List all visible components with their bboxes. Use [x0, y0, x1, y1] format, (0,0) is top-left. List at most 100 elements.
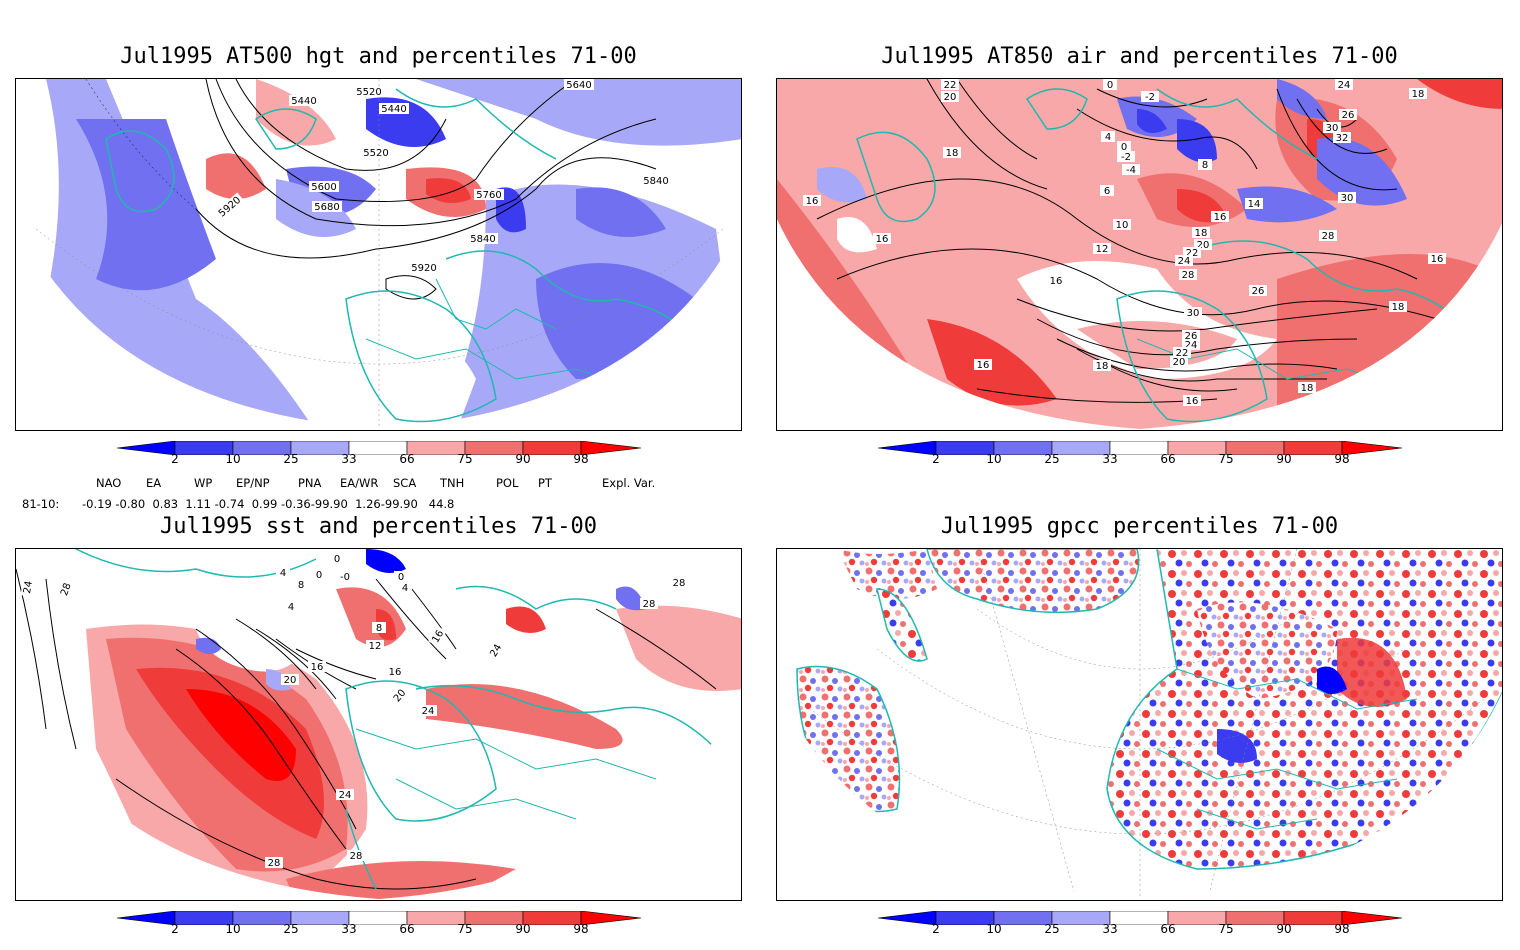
svg-text:0: 0 [334, 554, 340, 565]
contour-label: 18 [1409, 88, 1427, 100]
svg-text:30: 30 [1187, 308, 1200, 319]
contour-label: 5640 [564, 79, 594, 91]
contour-label: 18 [1192, 227, 1210, 239]
colorbar-segment [935, 910, 995, 926]
svg-text:0: 0 [1121, 142, 1127, 153]
svg-text:18: 18 [1392, 302, 1405, 313]
contour-label: 24 [336, 789, 354, 801]
colorbar-segment [993, 440, 1053, 456]
svg-text:22: 22 [944, 80, 957, 91]
contour-label: 5840 [468, 233, 498, 245]
index-header: WP [194, 476, 213, 490]
map-gpcc [776, 548, 1503, 901]
contour-label: 0 [1103, 79, 1117, 91]
svg-text:30: 30 [1326, 123, 1339, 134]
contour-label: 16 [386, 666, 404, 678]
svg-text:0: 0 [1107, 80, 1113, 91]
colorbar-label: 10 [225, 922, 241, 936]
index-header: TNH [440, 476, 465, 490]
colorbar-label: 33 [341, 922, 357, 936]
contour-label: 12 [1093, 243, 1111, 255]
contour-label: 5760 [474, 189, 504, 201]
contour-label: 18 [943, 147, 961, 159]
svg-text:5840: 5840 [643, 176, 668, 187]
contour-label: 16 [873, 233, 891, 245]
svg-text:4: 4 [280, 568, 286, 579]
colorbar-label: 2 [932, 922, 940, 936]
svg-text:24: 24 [1178, 256, 1191, 267]
index-header: PNA [298, 476, 322, 490]
colorbar-label: 33 [1102, 452, 1118, 466]
colorbar-scale [116, 910, 642, 926]
contour-label: 24 [1182, 339, 1200, 351]
panel-title-gpcc: Jul1995 gpcc percentiles 71-00 [940, 514, 1339, 539]
colorbar-segment [993, 910, 1053, 926]
svg-text:5640: 5640 [566, 80, 591, 91]
index-header: SCA [393, 476, 417, 490]
colorbar-label: 90 [515, 922, 531, 936]
panel-title-sst: Jul1995 sst and percentiles 71-00 [159, 514, 598, 539]
colorbar-segment [877, 440, 937, 456]
colorbar-label: 10 [986, 922, 1002, 936]
contour-label: 24 [20, 577, 35, 597]
contour-label: 28 [1319, 230, 1337, 242]
colorbar-label: 90 [515, 452, 531, 466]
colorbar-segment [116, 910, 176, 926]
svg-text:20: 20 [1173, 357, 1186, 368]
colorbar-segment [522, 910, 582, 926]
svg-text:30: 30 [1341, 193, 1354, 204]
index-values: -0.19 -0.80 0.83 1.11 -0.74 0.99 -0.36-9… [82, 497, 455, 511]
svg-text:16: 16 [876, 234, 889, 245]
contour-label: 4 [1101, 131, 1115, 143]
contour-label: -2 [1141, 91, 1159, 103]
contour-label: 0 [330, 553, 344, 565]
contour-label: 5680 [312, 201, 342, 213]
contour-label: 5920 [409, 262, 439, 274]
contour-label: 8 [294, 579, 308, 591]
contour-label: 28 [640, 598, 658, 610]
svg-text:14: 14 [1248, 199, 1261, 210]
svg-text:28: 28 [350, 851, 363, 862]
colorbar-segment [1167, 440, 1227, 456]
svg-text:16: 16 [977, 360, 990, 371]
contour-label: -4 [1122, 164, 1140, 176]
colorbar-segment [1283, 910, 1343, 926]
colorbar-segment [1341, 440, 1403, 456]
colorbar-label: 98 [573, 452, 589, 466]
colorbar-segment [406, 910, 466, 926]
svg-text:0: 0 [316, 570, 322, 581]
index-header: PT [538, 476, 552, 490]
svg-text:28: 28 [1322, 231, 1335, 242]
colorbar-label: 90 [1276, 922, 1292, 936]
map-sst: 24 28 0 4 0 -0 8 0 4 28 28 4 8 12 16 16 … [15, 548, 742, 901]
contour-label: 20 [941, 91, 959, 103]
svg-text:-2: -2 [1145, 92, 1155, 103]
colorbar-scale [877, 440, 1403, 456]
svg-text:5440: 5440 [381, 104, 406, 115]
colorbar-label: 66 [399, 922, 415, 936]
colorbar-bottom-right: 2 10 25 33 66 75 90 98 [877, 910, 1408, 950]
contour-label: 10 [1113, 219, 1131, 231]
colorbar-label: 98 [573, 922, 589, 936]
colorbar-segment [877, 910, 937, 926]
colorbar-label: 2 [171, 452, 179, 466]
index-header: POL [496, 476, 519, 490]
colorbar-segment [406, 440, 466, 456]
colorbar-segment [1225, 440, 1285, 456]
contour-label: 22 [1173, 347, 1191, 359]
svg-text:12: 12 [369, 641, 382, 652]
contour-label: 5840 [641, 175, 671, 187]
svg-text:16: 16 [1050, 276, 1063, 287]
colorbar-segment [348, 910, 408, 926]
contour-label: 28 [670, 577, 688, 589]
colorbar-scale [116, 440, 642, 456]
svg-text:-2: -2 [1121, 152, 1131, 163]
map-air: 22 20 0 -2 24 18 26 4 0 -2 -4 30 32 18 1… [776, 78, 1503, 431]
contour-label: 6 [1100, 185, 1114, 197]
colorbar-segment [1225, 910, 1285, 926]
contour-label: -0 [336, 571, 354, 583]
contour-label: 5520 [354, 86, 384, 98]
colorbar-label: 10 [225, 452, 241, 466]
svg-text:16: 16 [1186, 396, 1199, 407]
colorbar-label: 25 [283, 452, 299, 466]
